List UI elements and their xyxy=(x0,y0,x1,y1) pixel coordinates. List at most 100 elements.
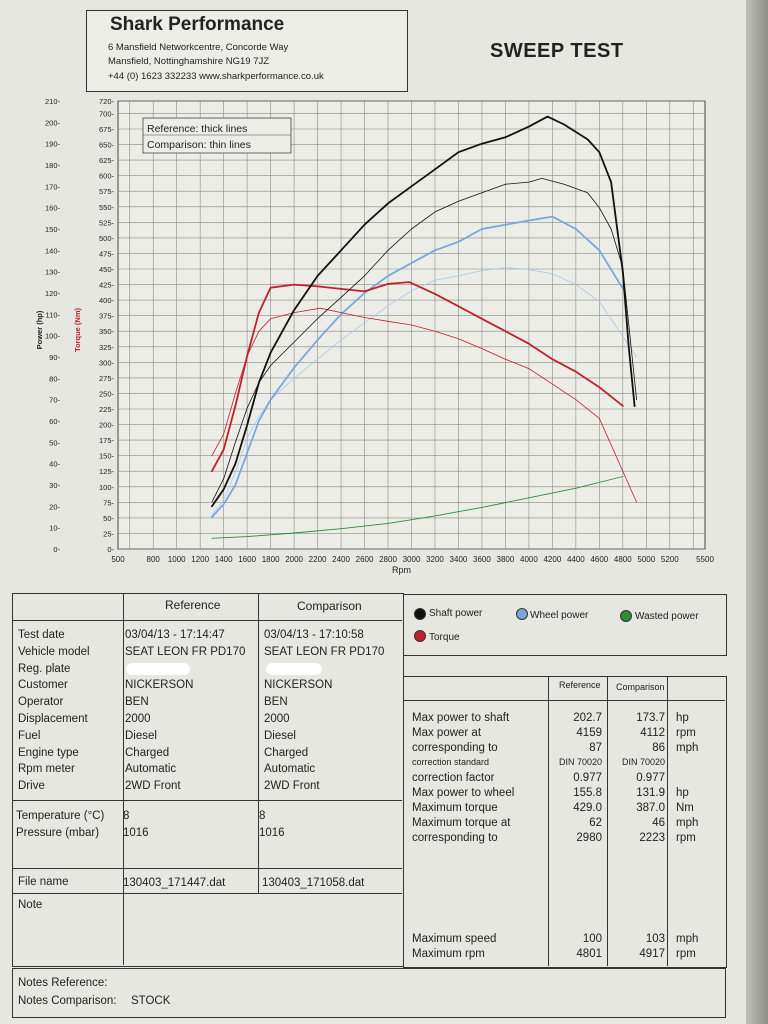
address-line-3: +44 (0) 1623 332233 www.sharkperformance… xyxy=(108,71,324,82)
x-tick-label: 500 xyxy=(111,555,125,564)
info-row-comparison: 03/04/13 - 17:10:58 xyxy=(264,629,364,641)
info-row-label: Displacement xyxy=(18,713,88,725)
results-table xyxy=(403,676,727,968)
result-reference: DIN 70020 xyxy=(558,757,602,767)
x-tick-label: 4600 xyxy=(590,555,608,564)
result-label: Max power at xyxy=(412,727,482,739)
x-tick-label: 1600 xyxy=(238,555,256,564)
power-tick-label: 110- xyxy=(46,310,61,319)
env-row-label: Temperature (°C) xyxy=(16,810,105,822)
torque-tick-label: 250- xyxy=(99,389,115,398)
torque-reference-line xyxy=(210,281,624,473)
results-header-reference: Reference xyxy=(559,680,601,690)
power-tick-label: 80- xyxy=(49,374,60,383)
torque-tick-label: 225- xyxy=(99,405,115,414)
torque-axis-label: Torque (Nm) xyxy=(73,307,82,352)
torque-tick-label: 375- xyxy=(99,312,115,321)
result-reference: 2980 xyxy=(576,832,602,844)
env-row-comparison: 8 xyxy=(259,810,266,822)
info-row-label: Rpm meter xyxy=(18,763,75,776)
result-reference: 100 xyxy=(582,933,602,945)
torque-tick-label: 525- xyxy=(99,218,115,227)
result-unit: hp xyxy=(676,787,689,799)
info-row-reference: BEN xyxy=(125,696,149,709)
torque-tick-label: 75- xyxy=(103,498,114,507)
power-tick-label: 170- xyxy=(45,182,61,191)
torque-tick-label: 275- xyxy=(99,374,115,383)
shaft-reference-line xyxy=(210,115,636,508)
result-comparison: DIN 70020 xyxy=(621,757,665,767)
info-row-reference: SEAT LEON FR PD170 xyxy=(125,645,246,658)
result-label: Maximum torque at xyxy=(412,817,511,829)
torque-tick-label: 125- xyxy=(99,467,115,476)
header-box xyxy=(86,10,408,92)
power-tick-label: 70- xyxy=(49,396,60,405)
torque-tick-label: 0- xyxy=(107,545,114,554)
info-row-reference: 2000 xyxy=(125,713,151,725)
torque-comparison-line xyxy=(211,307,637,503)
power-tick-label: 210- xyxy=(45,97,61,106)
x-tick-label: 2000 xyxy=(285,555,303,564)
power-tick-label: 60- xyxy=(49,417,60,426)
torque-tick-label: 575- xyxy=(99,187,115,196)
x-tick-label: 3000 xyxy=(403,555,421,564)
torque-tick-label: 650- xyxy=(99,141,115,150)
x-tick-label: 5500 xyxy=(696,555,714,564)
torque-tick-label: 200- xyxy=(99,421,115,430)
result-reference: 4801 xyxy=(576,948,602,960)
env-row-label: Pressure (mbar) xyxy=(16,827,100,839)
info-row-reference: NICKERSON xyxy=(125,679,194,692)
info-row-comparison: Charged xyxy=(264,746,309,759)
info-row-comparison: 2WD Front xyxy=(264,780,320,793)
torque-tick-label: 625- xyxy=(99,156,115,165)
result-reference: 0.977 xyxy=(573,772,602,784)
legend-wasted-power: Wasted power xyxy=(635,611,699,622)
x-tick-label: 3800 xyxy=(497,555,515,564)
result-unit: rpm xyxy=(676,832,696,844)
x-tick-label: 1800 xyxy=(262,555,280,564)
wheel-comparison-line xyxy=(211,267,637,516)
result-label: Maximum torque xyxy=(412,802,498,814)
results-col-rule-2 xyxy=(607,676,608,966)
chart-note-line: Comparison: thin lines xyxy=(147,139,251,151)
result-reference: 429.0 xyxy=(573,802,602,814)
result-label: Max power to wheel xyxy=(412,787,515,799)
info-header-comparison: Comparison xyxy=(297,599,362,613)
result-unit: rpm xyxy=(676,727,696,739)
wasted-line xyxy=(211,476,624,539)
x-tick-label: 5200 xyxy=(661,555,679,564)
results-col-rule-3 xyxy=(667,676,668,966)
power-tick-label: 30- xyxy=(49,481,60,490)
power-tick-label: 40- xyxy=(49,460,60,469)
legend-wheel-power: Wheel power xyxy=(530,610,589,621)
wheel-power-legend-dot xyxy=(516,608,528,620)
info-row-comparison: BEN xyxy=(264,696,288,709)
torque-tick-label: 550- xyxy=(99,203,115,212)
power-axis-label: Power (hp) xyxy=(35,310,44,349)
torque-tick-label: 700- xyxy=(99,109,115,118)
torque-tick-label: 450- xyxy=(99,265,115,274)
x-tick-label: 4200 xyxy=(543,555,561,564)
torque-tick-label: 350- xyxy=(99,327,115,336)
chart-note-box xyxy=(142,117,292,154)
result-comparison: 173.7 xyxy=(636,712,665,724)
result-label: corresponding to xyxy=(412,742,498,754)
info-row-label: Reg. plate xyxy=(18,662,71,675)
results-col-rule-1 xyxy=(548,676,549,966)
x-tick-label: 2600 xyxy=(356,555,374,564)
x-tick-label: 3200 xyxy=(426,555,444,564)
power-tick-label: 20- xyxy=(49,502,60,511)
info-row-comparison: Diesel xyxy=(264,729,296,742)
info-rule-file-bottom xyxy=(12,893,402,894)
torque-tick-label: 175- xyxy=(99,436,115,445)
info-row-reference: 2WD Front xyxy=(125,780,181,793)
x-tick-label: 1400 xyxy=(215,555,233,564)
company-name: Shark Performance xyxy=(110,14,285,35)
results-header-rule xyxy=(403,700,725,701)
result-label: Maximum rpm xyxy=(412,948,485,960)
address-line-1: 6 Mansfield Networkcentre, Concorde Way xyxy=(108,42,289,53)
torque-tick-label: 50- xyxy=(103,514,114,523)
x-tick-label: 2200 xyxy=(309,555,327,564)
x-tick-label: 4400 xyxy=(567,555,585,564)
info-row-comparison: 2000 xyxy=(264,713,290,725)
